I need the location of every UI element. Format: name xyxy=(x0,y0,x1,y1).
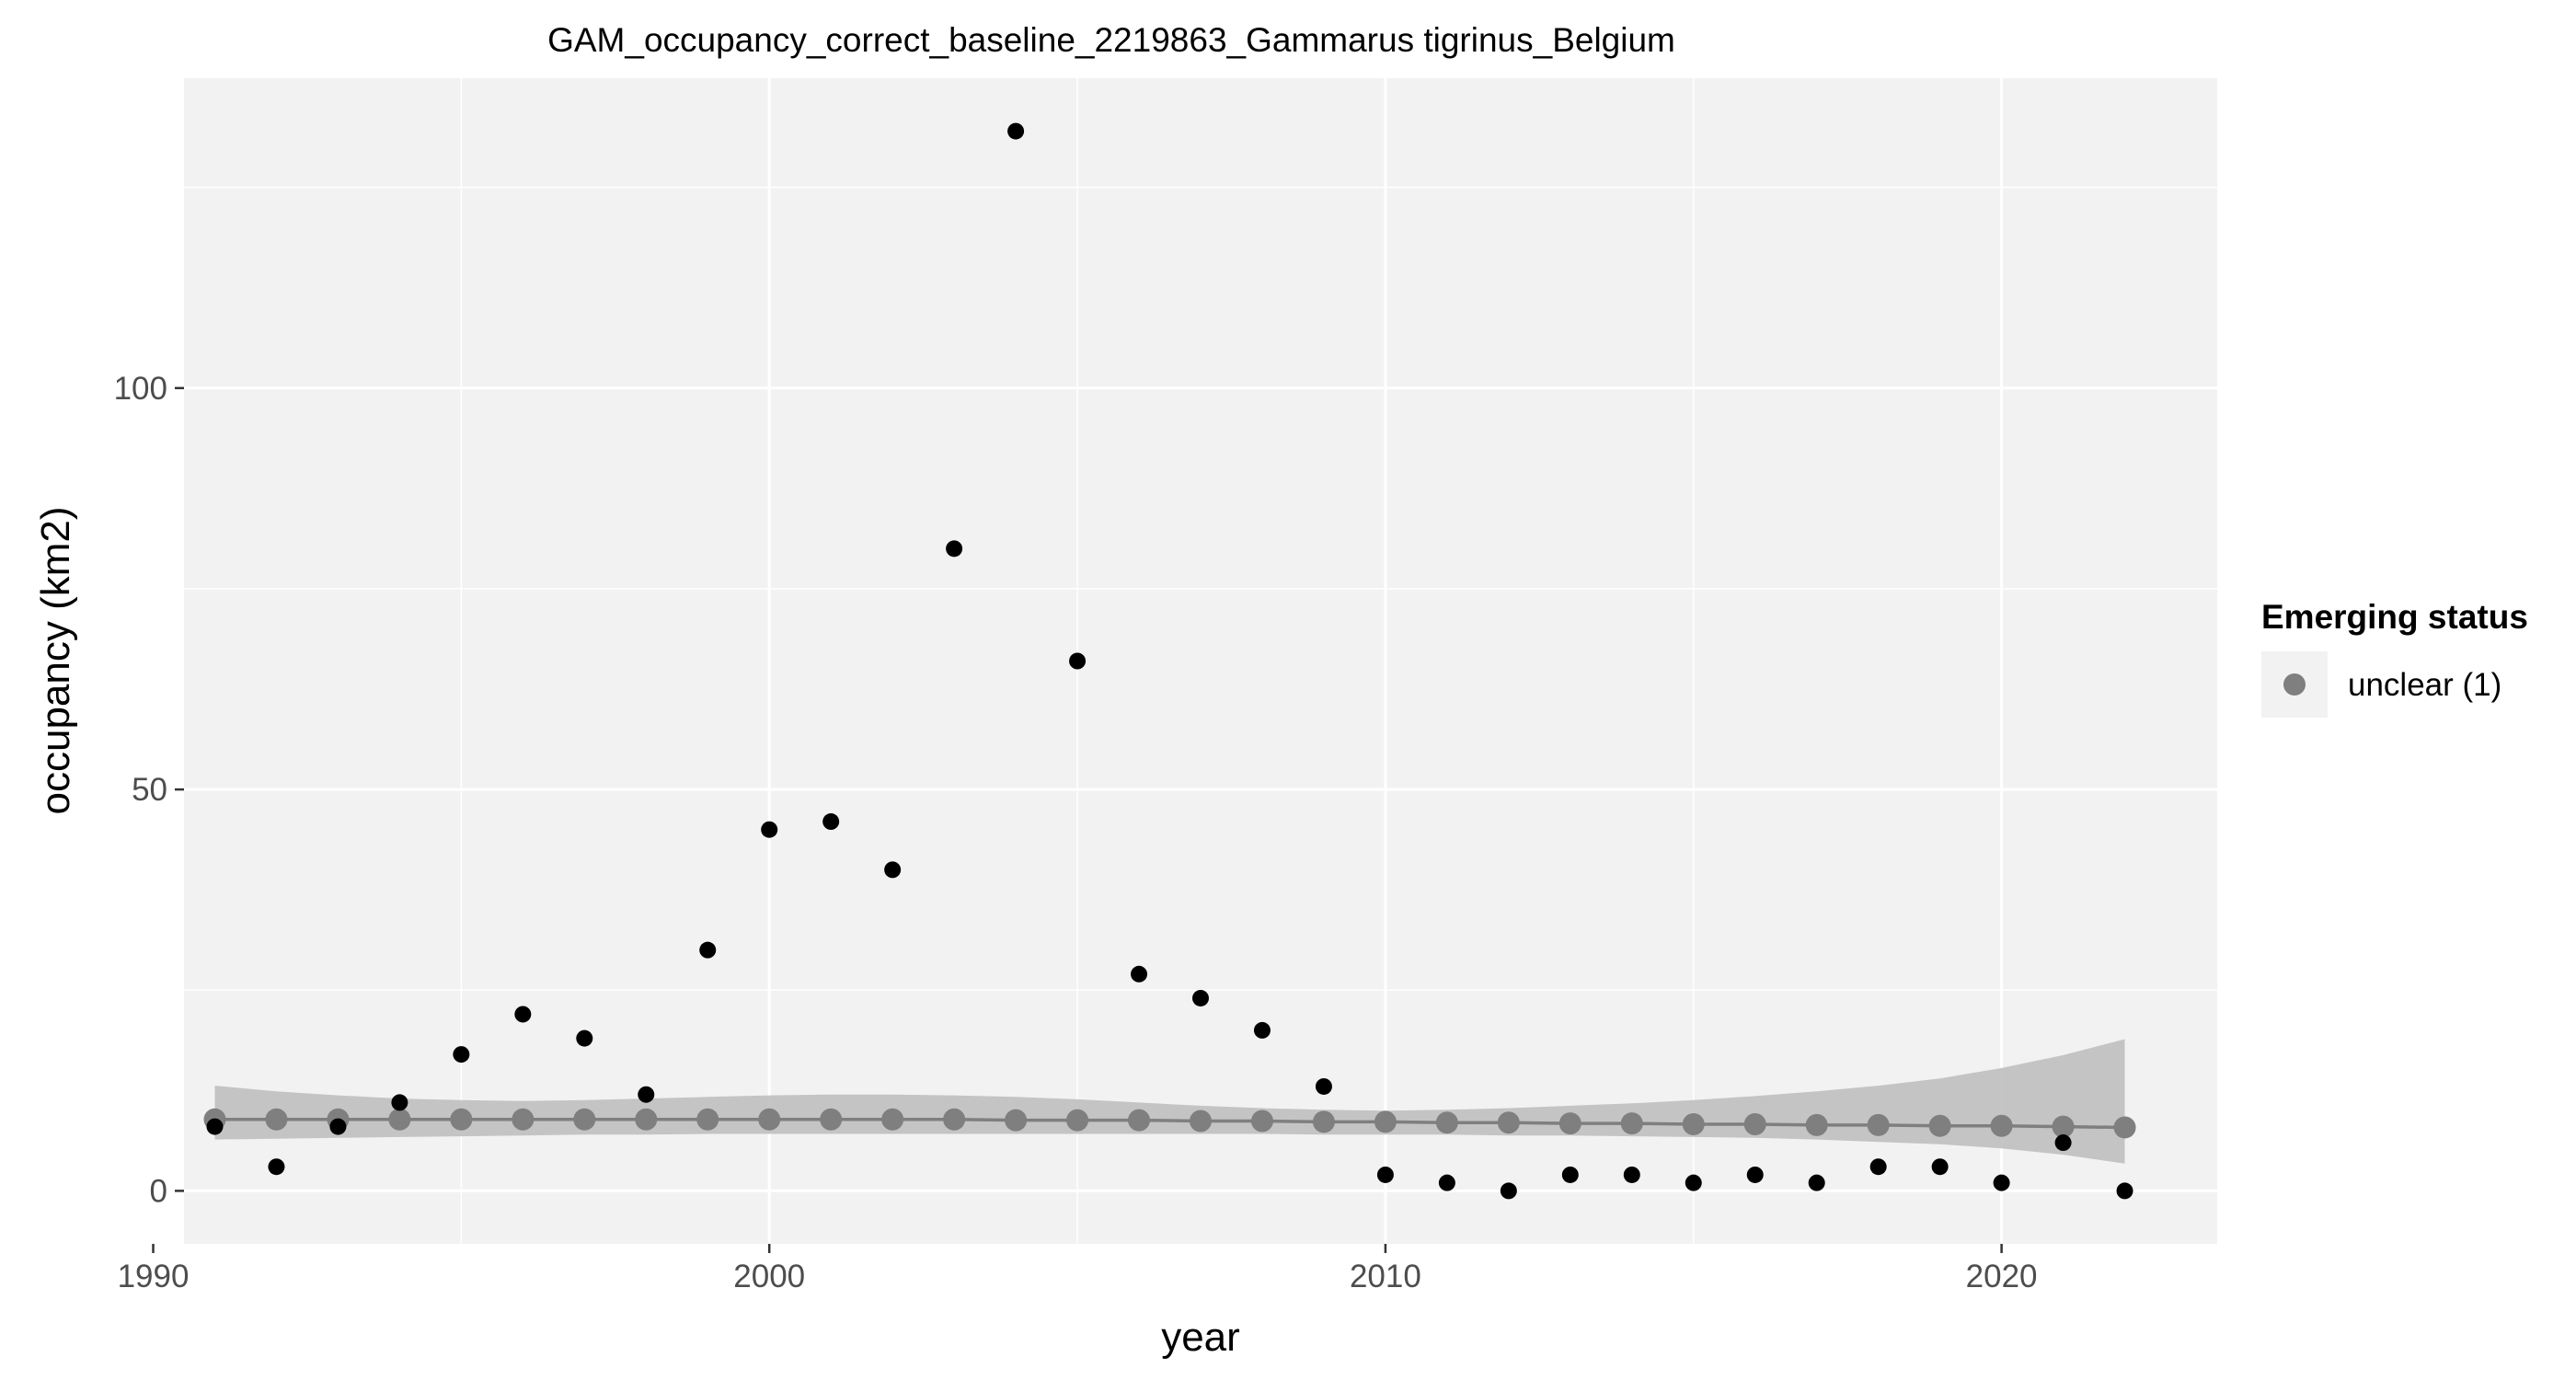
observed-point xyxy=(514,1006,532,1023)
observed-point xyxy=(761,821,778,838)
observed-point xyxy=(1253,1021,1271,1039)
y-tick-label: 50 xyxy=(132,772,167,808)
x-tick-label: 2010 xyxy=(1350,1259,1421,1294)
fitted-point xyxy=(820,1108,843,1131)
observed-point xyxy=(1746,1166,1764,1183)
observed-point xyxy=(1069,652,1087,670)
fitted-point xyxy=(2052,1115,2075,1138)
fitted-point xyxy=(943,1108,966,1131)
fitted-point xyxy=(2113,1116,2136,1139)
y-tick-label: 0 xyxy=(150,1173,167,1209)
fitted-point xyxy=(635,1108,658,1131)
fitted-point xyxy=(1312,1110,1335,1133)
observed-point xyxy=(1192,989,1209,1006)
observed-point xyxy=(1869,1158,1887,1176)
fitted-point xyxy=(450,1108,473,1131)
legend-title: Emerging status xyxy=(2261,598,2528,636)
fitted-point xyxy=(1005,1109,1028,1132)
observed-point xyxy=(576,1029,593,1047)
observed-point xyxy=(2054,1134,2072,1152)
confidence-ribbon xyxy=(214,1039,2125,1164)
legend: Emerging status unclear (1) xyxy=(2261,598,2528,718)
observed-point xyxy=(1131,965,1148,983)
legend-marker xyxy=(2283,673,2306,696)
fitted-point xyxy=(1620,1112,1643,1135)
fitted-point xyxy=(1867,1113,1890,1136)
y-axis-title: occupancy (km2) xyxy=(33,506,78,814)
fitted-point xyxy=(1374,1110,1397,1133)
fitted-point xyxy=(758,1108,781,1131)
fitted-point xyxy=(1805,1113,1828,1136)
fitted-point xyxy=(1066,1109,1089,1132)
observed-point xyxy=(1685,1174,1702,1191)
observed-point xyxy=(1993,1174,2010,1191)
observed-point xyxy=(638,1086,655,1103)
observed-point xyxy=(1561,1166,1579,1183)
fitted-point xyxy=(512,1108,535,1131)
fitted-point xyxy=(388,1108,411,1131)
observed-point xyxy=(946,540,963,558)
observed-point xyxy=(1623,1166,1640,1183)
observed-point xyxy=(2116,1182,2133,1200)
observed-point xyxy=(1438,1174,1455,1191)
fitted-line xyxy=(203,1108,2136,1139)
legend-label: unclear (1) xyxy=(2348,667,2501,703)
observed-point xyxy=(1500,1182,1517,1200)
observed-point xyxy=(1376,1166,1394,1183)
fitted-point xyxy=(1928,1114,1951,1137)
x-tick-label: 2000 xyxy=(733,1259,805,1294)
observed-points xyxy=(206,122,2133,1200)
fitted-point xyxy=(1558,1112,1581,1135)
fitted-point xyxy=(696,1108,719,1131)
observed-point xyxy=(699,941,717,959)
chart-title: GAM_occupancy_correct_baseline_2219863_G… xyxy=(547,21,1675,59)
observed-point xyxy=(453,1046,470,1064)
y-tick-label: 100 xyxy=(114,371,167,407)
fitted-point xyxy=(881,1108,904,1131)
observed-point xyxy=(391,1094,408,1111)
confidence-band xyxy=(214,1039,2125,1164)
observed-point xyxy=(1931,1158,1949,1176)
fitted-point xyxy=(1128,1109,1151,1132)
fitted-point xyxy=(1497,1111,1520,1134)
observed-point xyxy=(329,1118,347,1135)
x-tick-label: 2020 xyxy=(1966,1259,2038,1294)
observed-point xyxy=(206,1118,224,1135)
fitted-point xyxy=(1190,1110,1212,1133)
fitted-point xyxy=(265,1108,288,1131)
x-tick-label: 1990 xyxy=(118,1259,190,1294)
plot-panel xyxy=(184,78,2217,1244)
observed-point xyxy=(268,1158,285,1176)
fitted-point xyxy=(1682,1112,1705,1135)
x-axis-title: year xyxy=(1161,1315,1240,1360)
grid-lines xyxy=(152,78,2217,1244)
observed-point xyxy=(822,813,840,831)
observed-point xyxy=(1315,1077,1332,1095)
fitted-point xyxy=(1435,1111,1458,1134)
axes: 1990 2000 2010 2020 0 50 100 xyxy=(114,371,2038,1294)
observed-point xyxy=(1007,122,1025,140)
fitted-point xyxy=(1743,1112,1766,1135)
fitted-point xyxy=(573,1108,596,1131)
observed-point xyxy=(1808,1174,1825,1191)
observed-point xyxy=(884,861,902,879)
fitted-point xyxy=(1990,1114,2013,1137)
fitted-point xyxy=(1250,1110,1273,1133)
